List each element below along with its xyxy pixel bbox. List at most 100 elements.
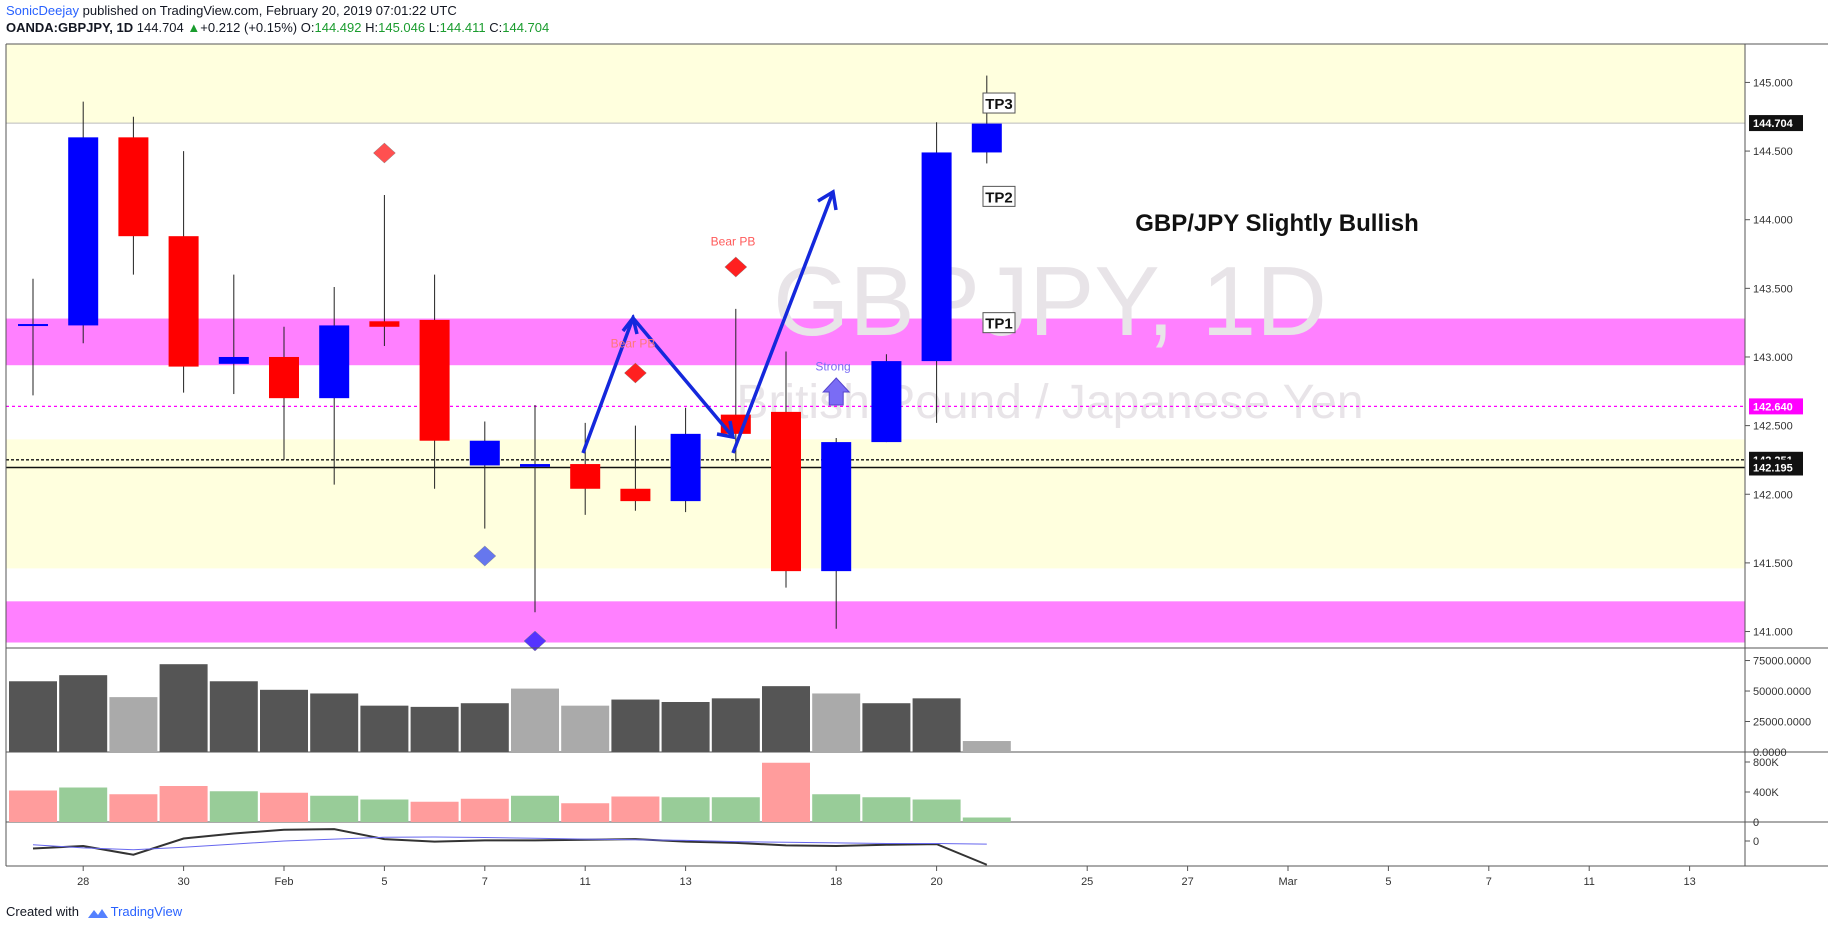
x-tick-label: 11: [1583, 876, 1594, 888]
y-tick-label: 141.500: [1753, 558, 1793, 570]
symbol-name[interactable]: OANDA:GBPJPY, 1D: [6, 20, 134, 35]
publish-line: SonicDeejay published on TradingView.com…: [6, 3, 457, 18]
oscillator-line: [32, 828, 988, 866]
open-label: O:: [300, 20, 315, 35]
candle-body: [68, 137, 99, 326]
volume-bar: [862, 703, 911, 752]
arrow-head: [716, 420, 736, 440]
zone-yellow: [6, 439, 1745, 569]
high-label: H:: [365, 20, 379, 35]
oscillator-bar: [159, 786, 208, 822]
volume-bar: [310, 693, 359, 752]
y-tick-label: 0.0000: [1753, 747, 1787, 759]
volume-bar: [561, 705, 610, 752]
y-tick-label: 75000.0000: [1753, 656, 1811, 668]
price-tag: [1749, 115, 1803, 132]
x-tick-label: 5: [1385, 876, 1391, 888]
volume-bar: [260, 689, 308, 752]
x-tick-label: 25: [1081, 876, 1093, 888]
x-tick-label: 13: [1683, 876, 1695, 888]
x-tick-label: 28: [77, 876, 89, 888]
close-label: C:: [489, 20, 503, 35]
volume-bar: [711, 698, 760, 752]
tradingview-link[interactable]: TradingView: [110, 904, 183, 919]
y-tick-label: 400K: [1753, 787, 1779, 799]
target-arrow-path: [731, 191, 835, 454]
bear-diamond-marker: [624, 362, 647, 384]
y-tick-label: 25000.0000: [1753, 717, 1811, 729]
x-tick-label: 5: [381, 876, 387, 888]
volume-bar: [661, 702, 710, 752]
y-tick-label: 143.500: [1753, 283, 1793, 295]
volume-bar: [59, 675, 108, 752]
volume-bar: [410, 706, 459, 752]
footer: Created with TradingView: [6, 904, 182, 919]
oscillator-bar: [410, 801, 459, 822]
oscillator-bar: [360, 799, 409, 822]
volume-bar: [762, 686, 810, 752]
tp-label-box: [982, 92, 1016, 114]
volume-bar: [209, 681, 258, 752]
volume-bar: [912, 698, 961, 752]
created-with-text: Created with: [6, 904, 79, 919]
volume-bar: [159, 664, 208, 752]
x-tick-label: 18: [830, 876, 842, 888]
open-value: 144.492: [314, 20, 362, 35]
candle-body: [620, 488, 651, 502]
y-tick-label: 800K: [1753, 757, 1779, 769]
oscillator-bar: [711, 797, 760, 822]
candle-body: [469, 440, 500, 466]
candle-body: [218, 356, 249, 364]
y-tick-label: 142.000: [1753, 489, 1793, 501]
last-price: 144.704: [136, 20, 184, 35]
candle-body: [269, 356, 299, 399]
oscillator-bar: [661, 797, 710, 822]
tradingview-logo-icon: [87, 908, 108, 918]
candle-body: [319, 325, 350, 399]
oscillator-bar: [260, 792, 308, 822]
x-tick-label: 27: [1181, 876, 1193, 888]
volume-bar: [511, 688, 559, 752]
chart-title: GBP/JPY Slightly Bullish: [1135, 210, 1419, 237]
y-tick-label: 0: [1753, 836, 1759, 848]
y-tick-label: 50000.0000: [1753, 686, 1811, 698]
zone-yellow: [6, 44, 1745, 124]
candle-body: [570, 464, 601, 489]
y-tick-label: 143.000: [1753, 352, 1793, 364]
bear-diamond-marker: [724, 256, 748, 278]
y-tick-label: 142.500: [1753, 421, 1793, 433]
volume-bar: [812, 693, 861, 752]
oscillator-bar: [962, 817, 1011, 822]
y-tick-label: 0: [1753, 817, 1759, 829]
zone-magenta: [6, 601, 1745, 643]
x-tick-label: 13: [679, 876, 691, 888]
oscillator-bar: [561, 803, 610, 822]
oscillator-bar: [59, 787, 108, 822]
price-tag-label: 144.704: [1753, 118, 1794, 130]
oscillator-bar: [912, 799, 961, 822]
y-tick-label: 141.000: [1753, 627, 1793, 639]
candle-body: [419, 319, 450, 441]
candle-body: [771, 411, 801, 572]
oscillator-bar: [9, 790, 57, 822]
candle-body: [18, 324, 48, 327]
bull-diamond-marker: [473, 545, 497, 567]
author-link[interactable]: SonicDeejay: [6, 3, 79, 18]
close-value: 144.704: [502, 20, 550, 35]
volume-bar: [360, 705, 409, 752]
tp-label: TP1: [985, 316, 1013, 333]
tp-label: TP3: [985, 96, 1013, 113]
oscillator-bar: [460, 798, 509, 822]
oscillator-bar: [611, 796, 660, 822]
price-tag-label: 142.195: [1753, 462, 1793, 474]
oscillator-bar: [762, 762, 810, 822]
x-tick-label: 11: [579, 876, 590, 888]
x-tick-label: Mar: [1279, 876, 1298, 888]
bull-diamond-marker: [523, 630, 547, 652]
high-value: 145.046: [378, 20, 426, 35]
candle-body: [871, 361, 902, 443]
oscillator-bar: [209, 791, 258, 822]
strong-arrow-icon: [822, 377, 851, 406]
oscillator-bar: [310, 795, 359, 822]
